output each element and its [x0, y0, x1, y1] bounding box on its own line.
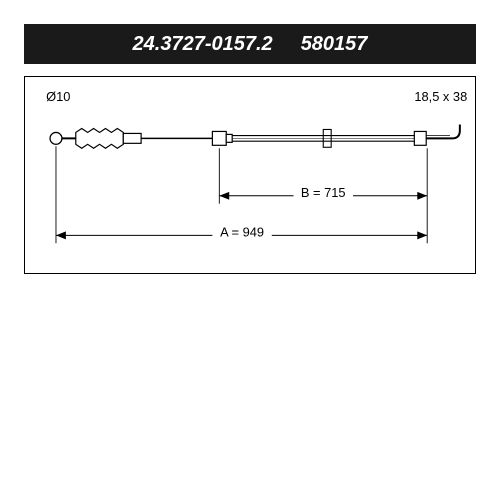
bellows	[76, 128, 124, 148]
dim-a-label: A = 949	[220, 224, 264, 239]
alt-number: 580157	[301, 33, 368, 56]
ball-end	[50, 132, 62, 144]
part-number: 24.3727-0157.2	[133, 33, 273, 56]
header-bar: 24.3727-0157.2 580157	[24, 24, 476, 64]
dim-b-label: B = 715	[301, 185, 346, 200]
dimension-a: A = 949	[56, 224, 427, 240]
drawing-frame: Ø10 18,5 x 38	[24, 76, 476, 274]
fitting-b-collar	[226, 134, 232, 142]
cable-diagram: Ø10 18,5 x 38	[25, 77, 475, 273]
end-fitting	[414, 131, 426, 145]
diameter-label: Ø10	[46, 89, 70, 104]
end-size-label: 18,5 x 38	[414, 89, 467, 104]
fitting-b-start	[212, 131, 226, 145]
hook-end	[426, 125, 460, 139]
dimension-b: B = 715	[219, 184, 427, 200]
sleeve-1	[123, 133, 141, 143]
